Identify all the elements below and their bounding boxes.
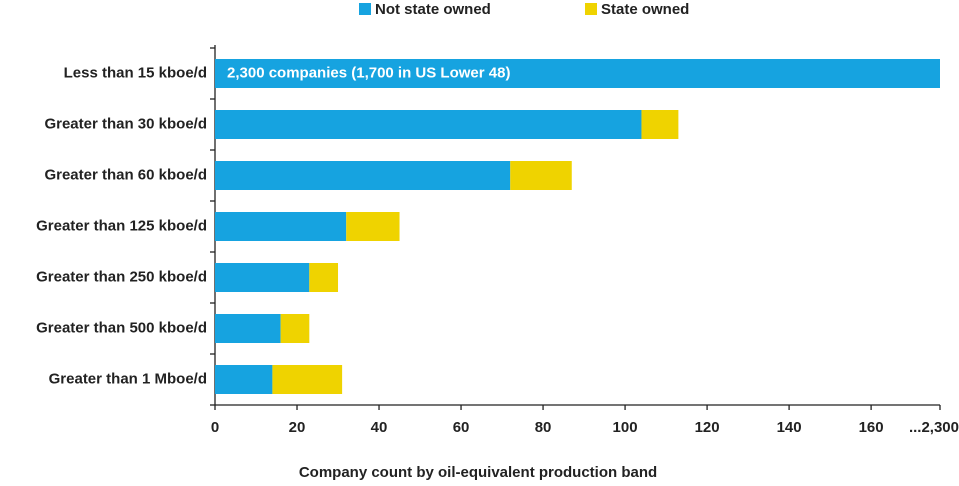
y-tick-label: Less than 15 kboe/d [64,64,207,81]
legend-swatch [585,3,597,15]
bar-segment [215,161,511,190]
x-tick-label: 40 [371,419,388,436]
annotation: 2,300 companies (1,700 in US Lower 48) [227,64,510,81]
bar-segment [510,161,572,190]
bar-segment [215,212,347,241]
x-tick-label: 120 [695,419,720,436]
x-tick-label: 60 [453,419,470,436]
bar-segment [215,110,642,139]
bar-segment [309,263,339,292]
bar-segment [215,365,273,394]
bar-segment [280,314,310,343]
y-tick-label: Greater than 125 kboe/d [36,217,207,234]
y-tick-label: Greater than 30 kboe/d [44,115,207,132]
x-tick-label: 20 [289,419,306,436]
legend-swatch [359,3,371,15]
x-axis-label: Company count by oil-equivalent producti… [299,464,657,481]
bar-segment [272,365,343,394]
y-tick-label: Greater than 1 Mboe/d [49,370,207,387]
bar-segment [215,59,940,88]
x-tick-label: 0 [211,419,219,436]
y-tick-label: Greater than 500 kboe/d [36,319,207,336]
bar-segment [641,110,679,139]
x-tick-label: 100 [613,419,638,436]
x-tick-label: 140 [777,419,802,436]
legend-label: Not state owned [375,1,491,18]
y-tick-label: Greater than 250 kboe/d [36,268,207,285]
legend-label: State owned [601,1,689,18]
x-tick-label: ...2,300 [909,419,959,436]
x-tick-label: 160 [859,419,884,436]
y-tick-label: Greater than 60 kboe/d [44,166,207,183]
x-tick-label: 80 [535,419,552,436]
bar-segment [215,263,310,292]
bar-segment [346,212,400,241]
bar-segment [215,314,281,343]
